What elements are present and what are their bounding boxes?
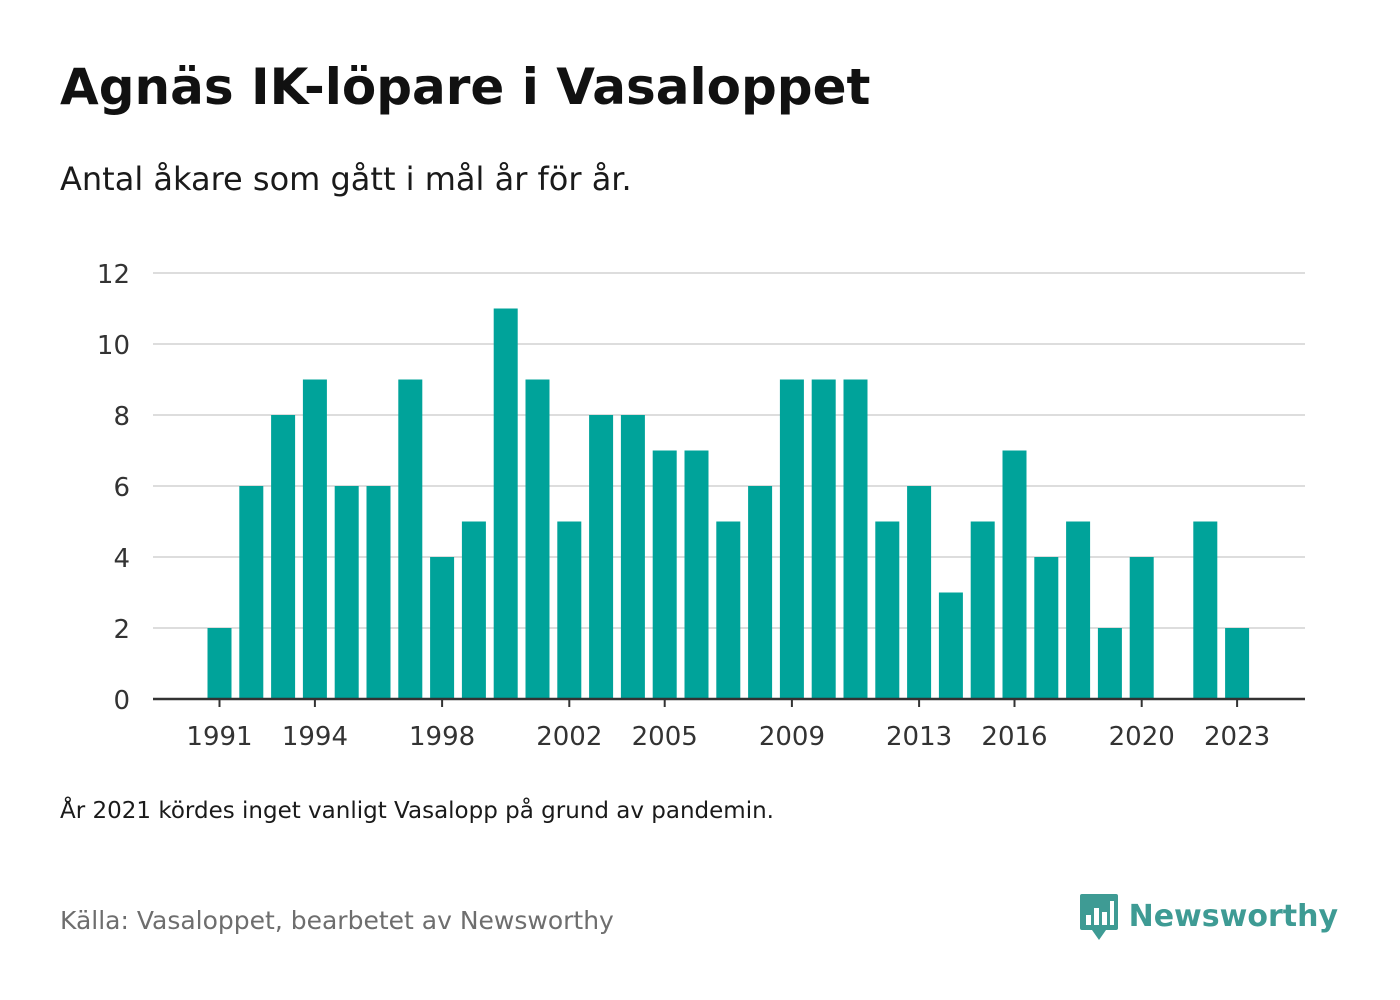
bar-1991 <box>207 628 232 699</box>
bar-2016 <box>1002 450 1027 699</box>
y-tick-label: 8 <box>113 402 130 432</box>
bar-1999 <box>461 521 486 699</box>
bar-2020 <box>1129 557 1154 699</box>
brand-name: Newsworthy <box>1128 899 1338 934</box>
bar-2013 <box>907 486 932 699</box>
x-tick-label: 2016 <box>981 722 1047 752</box>
y-tick-label: 4 <box>113 544 130 574</box>
bar-2012 <box>875 521 900 699</box>
y-tick-label: 12 <box>97 260 130 290</box>
chart-subtitle: Antal åkare som gått i mål år för år. <box>60 160 632 198</box>
axes: 0 2 4 6 8 10 12 1991 1994 1998 2002 2005 2009 2013 201… <box>97 260 1305 752</box>
bar-1995 <box>334 486 359 699</box>
bar-2003 <box>589 415 614 699</box>
x-tick-label: 2009 <box>759 722 825 752</box>
bar-1997 <box>398 379 423 699</box>
x-tick-label: 2013 <box>886 722 952 752</box>
bar-2011 <box>843 379 868 699</box>
x-tick-label: 2002 <box>536 722 602 752</box>
bar-2002 <box>557 521 582 699</box>
x-tick-label: 1998 <box>409 722 475 752</box>
bar-2022 <box>1193 521 1218 699</box>
bar-2006 <box>684 450 709 699</box>
bar-1998 <box>430 557 455 699</box>
bar-chart-speech-bubble-icon <box>1079 894 1118 940</box>
bar-2017 <box>1034 557 1059 699</box>
bar-2023 <box>1225 628 1250 699</box>
bar-2000 <box>493 308 518 699</box>
x-tick-label: 2023 <box>1204 722 1270 752</box>
brand-logo: Newsworthy <box>1079 893 1338 941</box>
bar-1993 <box>271 415 296 699</box>
bar-1992 <box>239 486 264 699</box>
bar-1994 <box>302 379 327 699</box>
bar-2019 <box>1097 628 1122 699</box>
y-tick-label: 2 <box>113 615 130 645</box>
chart-note: År 2021 kördes inget vanligt Vasalopp på… <box>60 798 774 824</box>
y-tick-label: 6 <box>113 473 130 503</box>
x-tick-label: 1994 <box>282 722 348 752</box>
bar-1996 <box>366 486 391 699</box>
bar-2005 <box>652 450 677 699</box>
bar-2009 <box>779 379 804 699</box>
bar-2018 <box>1066 521 1091 699</box>
bar-2010 <box>811 379 836 699</box>
bar-2001 <box>525 379 550 699</box>
x-tick-label: 1991 <box>186 722 252 752</box>
x-tick-label: 2020 <box>1109 722 1175 752</box>
y-tick-label: 0 <box>113 686 130 716</box>
bars <box>207 308 1250 699</box>
source-credit: Källa: Vasaloppet, bearbetet av Newswort… <box>60 906 614 935</box>
y-tick-label: 10 <box>97 331 130 361</box>
x-tick-label: 2005 <box>632 722 698 752</box>
bar-2008 <box>748 486 773 699</box>
bar-2014 <box>938 592 963 699</box>
bar-2007 <box>716 521 741 699</box>
chart-title: Agnäs IK-löpare i Vasaloppet <box>60 58 871 116</box>
bar-2004 <box>620 415 645 699</box>
bar-2015 <box>970 521 995 699</box>
